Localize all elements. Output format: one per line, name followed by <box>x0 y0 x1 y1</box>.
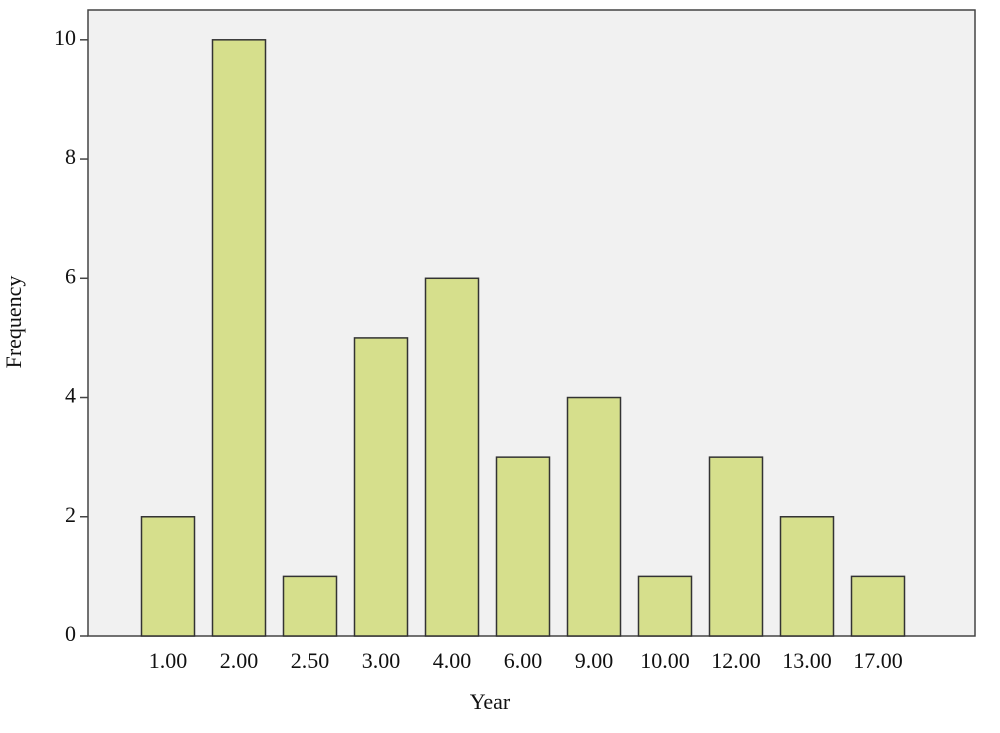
bar <box>211 39 267 637</box>
y-axis-label: Frequency <box>1 276 26 369</box>
x-axis-label: Year <box>470 689 511 714</box>
bar <box>282 575 338 637</box>
y-tick-label: 6 <box>65 263 76 288</box>
x-tick-label: 17.00 <box>853 648 903 673</box>
bar <box>637 575 693 637</box>
x-tick-label: 2.00 <box>220 648 259 673</box>
x-tick-label: 1.00 <box>149 648 188 673</box>
x-tick-label: 9.00 <box>575 648 614 673</box>
x-tick-label: 2.50 <box>291 648 330 673</box>
bar <box>495 456 551 637</box>
x-tick-label: 3.00 <box>362 648 401 673</box>
x-tick-label: 10.00 <box>640 648 690 673</box>
x-tick-label: 6.00 <box>504 648 543 673</box>
y-tick-label: 2 <box>65 502 76 527</box>
x-tick-label: 4.00 <box>433 648 472 673</box>
y-tick-label: 8 <box>65 144 76 169</box>
bar <box>708 456 764 637</box>
x-tick-label: 13.00 <box>782 648 832 673</box>
bar <box>779 516 835 637</box>
bar <box>850 575 906 637</box>
x-tick-label: 12.00 <box>711 648 761 673</box>
y-tick-label: 4 <box>65 383 76 408</box>
bar <box>424 277 480 637</box>
y-tick-label: 10 <box>54 25 76 50</box>
bar <box>140 516 196 637</box>
y-tick-label: 0 <box>65 621 76 646</box>
bar <box>566 396 622 637</box>
bar <box>353 337 409 637</box>
